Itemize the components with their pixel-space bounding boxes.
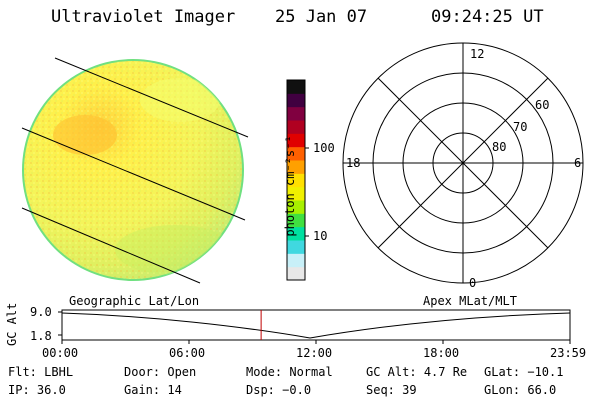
lat-label-70: 70: [513, 120, 528, 134]
timeline-xtick: 06:00: [169, 346, 206, 360]
colorbar-segment: [287, 106, 305, 121]
timeline-xtick: 23:59: [550, 346, 587, 360]
colorbar-segment: [287, 200, 305, 214]
geo-lat-line: [21, 207, 201, 284]
timeline-xtick: 18:00: [423, 346, 460, 360]
date-label: 25 Jan 07: [275, 7, 368, 27]
info-gc-alt: GC Alt: 4.7 Re: [366, 365, 468, 379]
info-mode: Mode: Normal: [246, 365, 333, 379]
uv-image-disk: [21, 57, 249, 284]
colorbar-segment: [287, 173, 305, 188]
info-flt: Flt: LBHL: [8, 365, 74, 379]
info-glon: GLon: 66.0: [484, 383, 557, 397]
colorbar-segment: [287, 146, 305, 161]
colorbar-tick-10: 10: [313, 229, 328, 243]
colorbar-segment: [287, 213, 305, 228]
timeline-xtick: 00:00: [42, 346, 79, 360]
colorbar-axis-label: photon cm⁻²s⁻¹: [283, 135, 297, 237]
info-ip: IP: 36.0: [8, 383, 66, 397]
colorbar-segment: [287, 93, 305, 108]
timeline-left-label: Geographic Lat/Lon: [69, 294, 200, 308]
info-gain: Gain: 14: [124, 383, 182, 397]
colorbar-segment: [287, 160, 305, 174]
info-seq: Seq: 39: [366, 383, 417, 397]
colorbar-segment: [287, 266, 305, 281]
geo-lat-line: [21, 127, 246, 221]
colorbar-segment: [287, 226, 305, 241]
altitude-curve: [61, 312, 571, 339]
timeline-ytick-9: 9.0: [30, 305, 52, 319]
mlt-label-0: 0: [469, 276, 477, 290]
colorbar-segment: [287, 80, 305, 94]
colorbar-frame: [286, 79, 306, 281]
timeline-ytick-1: 1.8: [30, 329, 52, 343]
mlt-label-12: 12: [470, 47, 485, 61]
lat-label-60: 60: [535, 98, 550, 112]
lat-label-80: 80: [492, 140, 507, 154]
colorbar-segment: [287, 120, 305, 134]
mlt-label-6: 6: [574, 156, 582, 170]
time-label: 09:24:25 UT: [431, 7, 544, 27]
colorbar-tick-100: 100: [313, 141, 335, 155]
colorbar-segment: [287, 253, 305, 268]
timeline-xtick: 12:00: [296, 346, 333, 360]
colorbar: [286, 79, 309, 281]
colorbar-segment: [287, 240, 305, 254]
timeline-panel: [58, 309, 571, 344]
mlt-label-18: 18: [346, 156, 361, 170]
info-dsp: Dsp: −0.0: [246, 383, 312, 397]
timeline-axis-title: GC Alt: [5, 302, 19, 346]
polar-grid: [342, 42, 584, 284]
info-glat: GLat: −10.1: [484, 365, 564, 379]
colorbar-segment: [287, 186, 305, 201]
info-door: Door: Open: [124, 365, 197, 379]
colorbar-segment: [287, 133, 305, 148]
geo-lat-line: [54, 57, 249, 138]
timeline-right-label: Apex MLat/MLT: [423, 294, 517, 308]
instrument-title: Ultraviolet Imager: [51, 7, 236, 27]
